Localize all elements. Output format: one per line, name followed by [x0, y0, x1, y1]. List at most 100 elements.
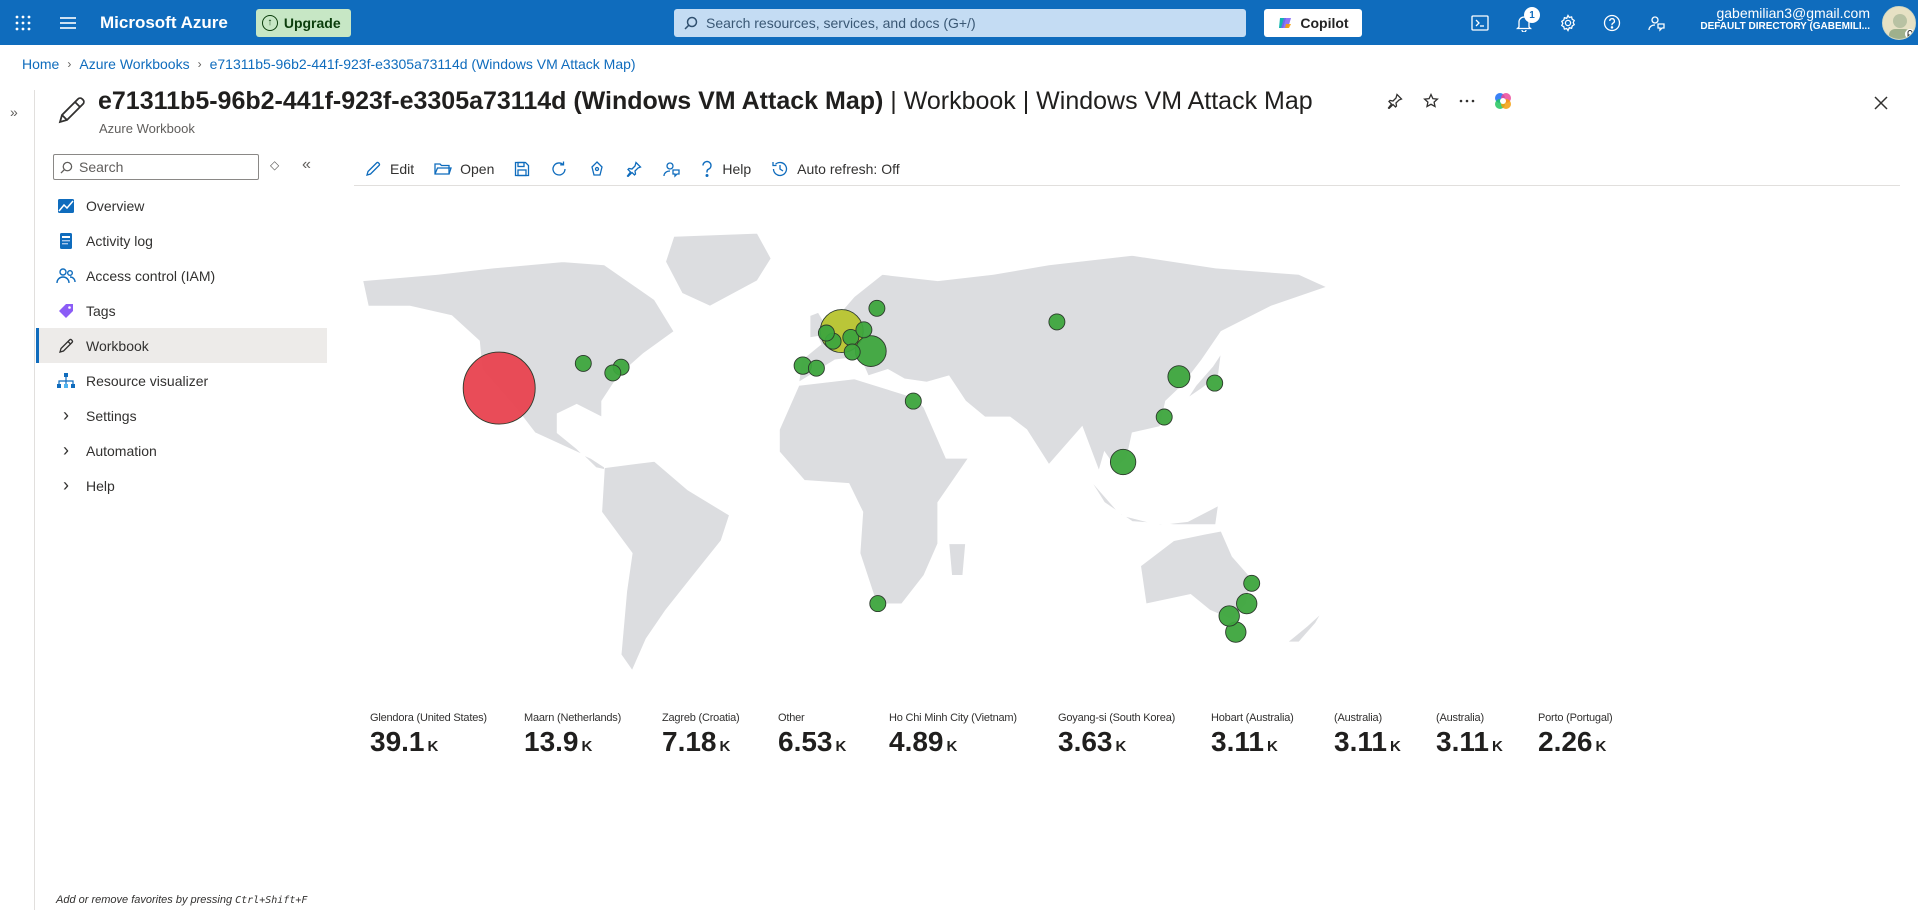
nav-item-access-control-iam[interactable]: Access control (IAM)	[36, 258, 327, 293]
nav-search-box[interactable]	[53, 154, 259, 180]
nav-item-settings[interactable]: › Settings	[36, 398, 327, 433]
top-bar: Microsoft Azure ↑ Upgrade Copilot 1 gabe…	[0, 0, 1918, 45]
breadcrumb-home[interactable]: Home	[22, 56, 60, 72]
landmass-south-america	[601, 460, 730, 672]
pin-button[interactable]	[616, 154, 652, 184]
tile-label: Other	[778, 712, 805, 724]
global-search-box[interactable]	[674, 9, 1246, 37]
app-launcher-icon[interactable]	[0, 0, 45, 45]
breadcrumb-azure-workbooks[interactable]: Azure Workbooks	[79, 56, 190, 72]
attack-bubble[interactable]: Novosibirsk: 700	[1048, 313, 1066, 331]
avatar[interactable]	[1882, 6, 1916, 40]
nav-item-label: Settings	[86, 407, 137, 424]
nav-item-label: Activity log	[86, 232, 153, 249]
nav-item-label: Workbook	[86, 337, 149, 354]
account-menu[interactable]: gabemilian3@gmail.com DEFAULT DIRECTORY …	[1690, 5, 1870, 32]
nav-item-label: Tags	[86, 302, 116, 319]
global-search-input[interactable]	[706, 15, 1226, 31]
attack-bubble[interactable]: Tokyo: 700	[1206, 374, 1224, 392]
location-tile[interactable]: Hobart (Australia) 3.11 K	[1211, 712, 1294, 758]
sort-updown-icon[interactable]: ◇	[270, 158, 280, 172]
page-title-rest: | Workbook | Windows VM Attack Map	[883, 87, 1313, 115]
upgrade-label: Upgrade	[283, 14, 341, 31]
attack-bubbles: Glendora (United States): 39100Maarn (Ne…	[462, 299, 1261, 643]
copilot-button[interactable]: Copilot	[1264, 9, 1362, 37]
attack-bubble[interactable]: Washington: 1000	[604, 364, 622, 382]
collapse-nav-icon[interactable]: «	[302, 156, 311, 173]
feedback-icon	[663, 161, 681, 178]
brand-link[interactable]: Microsoft Azure	[100, 12, 228, 32]
location-tile[interactable]: Goyang-si (South Korea) 3.63 K	[1058, 712, 1175, 758]
attack-bubble[interactable]: Ho Chi Minh City (Vietnam): 4890	[1109, 448, 1137, 476]
nav-item-resource-visualizer[interactable]: Resource visualizer	[36, 363, 327, 398]
notifications-bell-icon[interactable]: 1	[1502, 0, 1546, 45]
attack-bubble[interactable]: London: 1100	[817, 324, 835, 342]
attack-bubble[interactable]: Melbourne (Australia): 3110	[1218, 605, 1240, 627]
cloud-shell-icon[interactable]	[1458, 0, 1502, 45]
tile-value: 3.11	[1211, 726, 1264, 757]
customize-button[interactable]	[578, 154, 616, 184]
pin-icon[interactable]	[1384, 90, 1406, 112]
question-mark-icon	[702, 160, 713, 177]
copilot-icon[interactable]	[1492, 90, 1514, 112]
tile-value: 3.11	[1436, 726, 1489, 757]
open-button[interactable]: Open	[424, 154, 504, 184]
star-favorite-icon[interactable]	[1420, 90, 1442, 112]
landmass-japan	[1187, 353, 1222, 399]
attack-map[interactable]: Glendora (United States): 39100Maarn (Ne…	[360, 230, 1360, 680]
chevron-right-icon: ›	[63, 440, 69, 460]
attack-bubble[interactable]: Sydney (Australia): 3110	[1236, 592, 1258, 615]
tile-value: 4.89	[889, 726, 944, 757]
breadcrumb-current-workbook[interactable]: e71311b5-96b2-441f-923f-e3305a73114d (Wi…	[209, 56, 636, 72]
location-tile[interactable]: Glendora (United States) 39.1 K	[370, 712, 487, 758]
nav-item-overview[interactable]: Overview	[36, 188, 327, 223]
location-tile[interactable]: Maarn (Netherlands) 13.9 K	[524, 712, 621, 758]
edit-button[interactable]: Edit	[354, 154, 424, 184]
location-tile[interactable]: (Australia) 3.11 K	[1334, 712, 1401, 758]
refresh-button[interactable]	[540, 154, 578, 184]
nav-item-automation[interactable]: › Automation	[36, 433, 327, 468]
auto-refresh-button[interactable]: Auto refresh: Off	[761, 154, 909, 184]
attack-bubble[interactable]: Brisbane: 700	[1243, 574, 1261, 592]
tile-value: 6.53	[778, 726, 833, 757]
expand-rail-icon[interactable]: »	[10, 104, 18, 120]
tile-value-row: 13.9 K	[524, 726, 621, 758]
more-options-icon[interactable]	[1456, 90, 1478, 112]
attack-bubble[interactable]: Goyang-si (South Korea): 3630	[1167, 365, 1191, 389]
hamburger-menu-icon[interactable]	[45, 0, 90, 45]
tile-label: Glendora (United States)	[370, 712, 487, 724]
upgrade-button[interactable]: ↑ Upgrade	[255, 8, 351, 37]
nav-item-workbook[interactable]: Workbook	[36, 328, 327, 363]
attack-bubble[interactable]: Milan: 900	[843, 343, 861, 361]
feedback-button[interactable]	[652, 154, 690, 184]
help-button[interactable]: Help	[690, 154, 761, 184]
save-button[interactable]	[504, 154, 540, 184]
tile-value-row: 4.89 K	[889, 726, 1017, 758]
tile-label: Ho Chi Minh City (Vietnam)	[889, 712, 1017, 724]
copilot-label: Copilot	[1300, 15, 1349, 31]
attack-bubble[interactable]: Berlin: 800	[855, 321, 873, 339]
location-tile[interactable]: Porto (Portugal) 2.26 K	[1538, 712, 1613, 758]
settings-gear-icon[interactable]	[1546, 0, 1590, 45]
nav-item-help[interactable]: › Help	[36, 468, 327, 503]
location-tile[interactable]: Ho Chi Minh City (Vietnam) 4.89 K	[889, 712, 1017, 758]
nav-item-tags[interactable]: Tags	[36, 293, 327, 328]
feedback-icon[interactable]	[1634, 0, 1678, 45]
location-tile[interactable]: Other 6.53 K	[778, 712, 846, 758]
world-landmass	[362, 232, 1328, 672]
help-question-icon[interactable]	[1590, 0, 1634, 45]
attack-bubble[interactable]: Glendora (United States): 39100	[462, 351, 536, 425]
location-tile[interactable]: (Australia) 3.11 K	[1436, 712, 1503, 758]
tile-value-row: 3.63 K	[1058, 726, 1175, 758]
chevron-right-icon: ›	[67, 57, 72, 71]
nav-search-input[interactable]	[79, 159, 249, 175]
attack-bubble[interactable]: Stockholm: 700	[868, 299, 886, 317]
attack-bubble[interactable]: Taipei: 700	[1155, 408, 1173, 426]
close-icon[interactable]	[1868, 90, 1894, 116]
attack-bubble[interactable]: Madrid: 1000	[807, 359, 825, 377]
attack-bubble[interactable]: Cape Town: 1500	[869, 595, 887, 613]
attack-bubble[interactable]: Cairo: 700	[904, 392, 922, 410]
location-tile[interactable]: Zagreb (Croatia) 7.18 K	[662, 712, 740, 758]
nav-item-activity-log[interactable]: Activity log	[36, 223, 327, 258]
attack-bubble[interactable]: Chicago: 800	[574, 354, 592, 372]
